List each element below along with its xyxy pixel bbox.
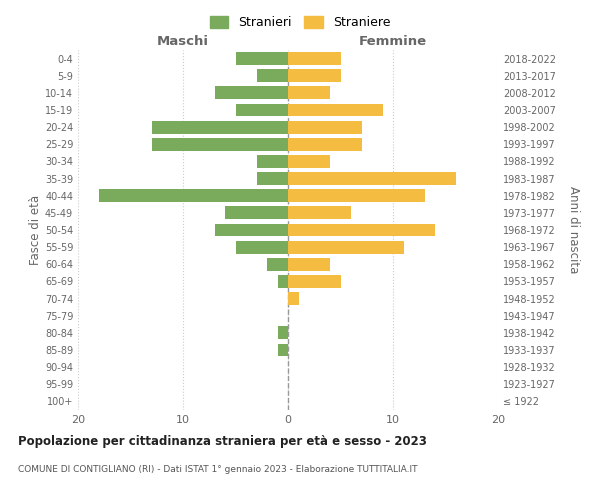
Bar — [257, 172, 288, 185]
Bar — [257, 70, 288, 82]
Text: Femmine: Femmine — [359, 36, 427, 49]
Text: COMUNE DI CONTIGLIANO (RI) - Dati ISTAT 1° gennaio 2023 - Elaborazione TUTTITALI: COMUNE DI CONTIGLIANO (RI) - Dati ISTAT … — [18, 465, 418, 474]
Bar — [151, 120, 288, 134]
Bar — [225, 206, 288, 220]
Bar — [288, 52, 341, 65]
Bar — [288, 70, 341, 82]
Y-axis label: Anni di nascita: Anni di nascita — [567, 186, 580, 274]
Bar — [257, 155, 288, 168]
Bar — [288, 206, 351, 220]
Bar — [288, 190, 425, 202]
Bar — [215, 86, 288, 100]
Bar — [288, 275, 341, 288]
Bar — [235, 104, 288, 117]
Bar — [235, 240, 288, 254]
Bar — [277, 344, 288, 356]
Bar — [288, 172, 456, 185]
Bar — [288, 292, 299, 305]
Text: Maschi: Maschi — [157, 36, 209, 49]
Bar — [151, 138, 288, 150]
Bar — [215, 224, 288, 236]
Bar — [267, 258, 288, 270]
Bar — [288, 155, 330, 168]
Y-axis label: Fasce di età: Fasce di età — [29, 195, 42, 265]
Bar — [99, 190, 288, 202]
Bar — [288, 120, 361, 134]
Bar — [288, 224, 435, 236]
Bar — [288, 138, 361, 150]
Legend: Stranieri, Straniere: Stranieri, Straniere — [205, 11, 395, 34]
Bar — [288, 104, 383, 117]
Bar — [288, 258, 330, 270]
Bar — [277, 275, 288, 288]
Bar — [288, 86, 330, 100]
Bar — [235, 52, 288, 65]
Bar — [288, 240, 404, 254]
Bar — [277, 326, 288, 340]
Text: Popolazione per cittadinanza straniera per età e sesso - 2023: Popolazione per cittadinanza straniera p… — [18, 435, 427, 448]
